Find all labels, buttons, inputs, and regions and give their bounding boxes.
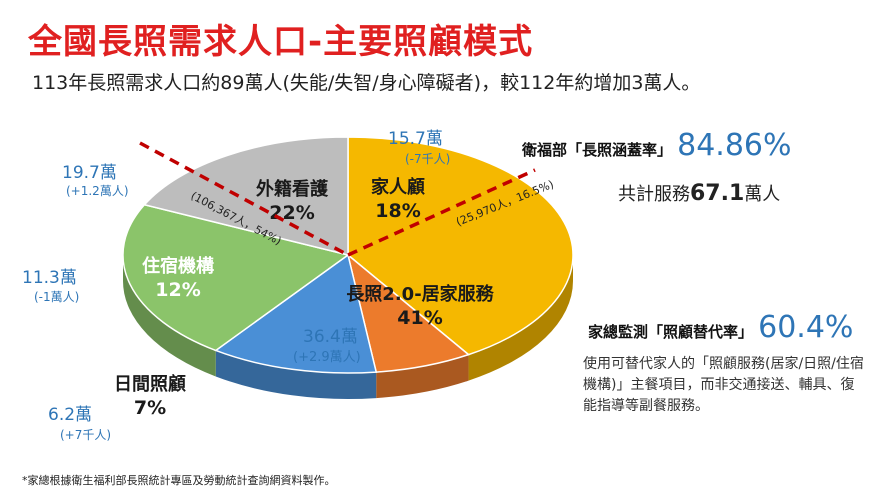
- coverage-block: 衛福部「長照涵蓋率」 84.86%: [522, 128, 792, 163]
- replacement-block: 家總監測「照顧替代率」 60.4%: [588, 310, 853, 345]
- dashed-divider-left: [139, 141, 349, 257]
- slice-percent-1: 7%: [134, 397, 166, 419]
- daycare-change: (+7千人): [60, 428, 112, 442]
- slice-percent-0: 41%: [397, 307, 442, 329]
- slice-percent-2: 12%: [155, 279, 200, 301]
- slice-percent-4: 18%: [375, 200, 420, 222]
- service-total: 共計服務67.1萬人: [618, 180, 780, 206]
- family-care-change: (-7千人): [405, 152, 451, 166]
- replacement-description: 使用可替代家人的「照顧服務(居家/日照/住宿機構)」主餐項目，而非交通接送、輔具…: [583, 356, 864, 414]
- pie-sides: [122, 255, 573, 400]
- home-service-change: (+2.9萬人): [293, 350, 361, 365]
- slice-percent-3: 22%: [269, 202, 314, 224]
- service-prefix: 共計服務: [618, 184, 690, 205]
- coverage-value: 84.86%: [677, 128, 792, 163]
- pie-slice-4: [143, 136, 349, 256]
- slice-label-1: 日間照顧: [114, 373, 186, 395]
- footnote: *家總根據衛生福利部長照統計專區及勞動統計查詢網資料製作。: [22, 474, 336, 487]
- coverage-label: 衛福部「長照涵蓋率」: [522, 141, 673, 159]
- foreign-care-population: 19.7萬: [62, 163, 117, 183]
- pie-side-0: [468, 255, 573, 381]
- service-number: 67.1: [690, 181, 745, 206]
- family-care-population: 15.7萬: [388, 129, 443, 149]
- slice-label-0: 長照2.0-居家服務: [346, 283, 494, 305]
- residential-population: 11.3萬: [22, 268, 77, 288]
- page-subtitle: 113年長照需求人口約89萬人(失能/失智/身心障礙者)，較112年約增加3萬人…: [32, 72, 701, 94]
- pie-slice-2: [214, 253, 378, 374]
- pie-side-2: [215, 350, 377, 400]
- slice-label-3: 外籍看護: [256, 178, 329, 200]
- dashed-divider-right: [347, 168, 536, 257]
- slice-label-2: 住宿機構: [142, 255, 214, 277]
- foreign-care-change: (+1.2萬人): [66, 184, 129, 198]
- residential-change: (-1萬人): [34, 290, 80, 304]
- pie-side-1: [376, 354, 469, 399]
- replacement-label: 家總監測「照顧替代率」: [588, 323, 754, 341]
- daycare-population: 6.2萬: [48, 405, 93, 425]
- page-title: 全國長照需求人口-主要照顧模式: [28, 22, 534, 62]
- pie-slice-0: [347, 136, 574, 356]
- home-service-population: 36.4萬: [303, 327, 358, 347]
- replacement-value: 60.4%: [758, 310, 854, 345]
- slice-label-4: 家人顧: [371, 176, 425, 198]
- service-suffix: 萬人: [744, 184, 781, 205]
- pie-side-3: [122, 255, 216, 377]
- pie-top: [122, 136, 574, 374]
